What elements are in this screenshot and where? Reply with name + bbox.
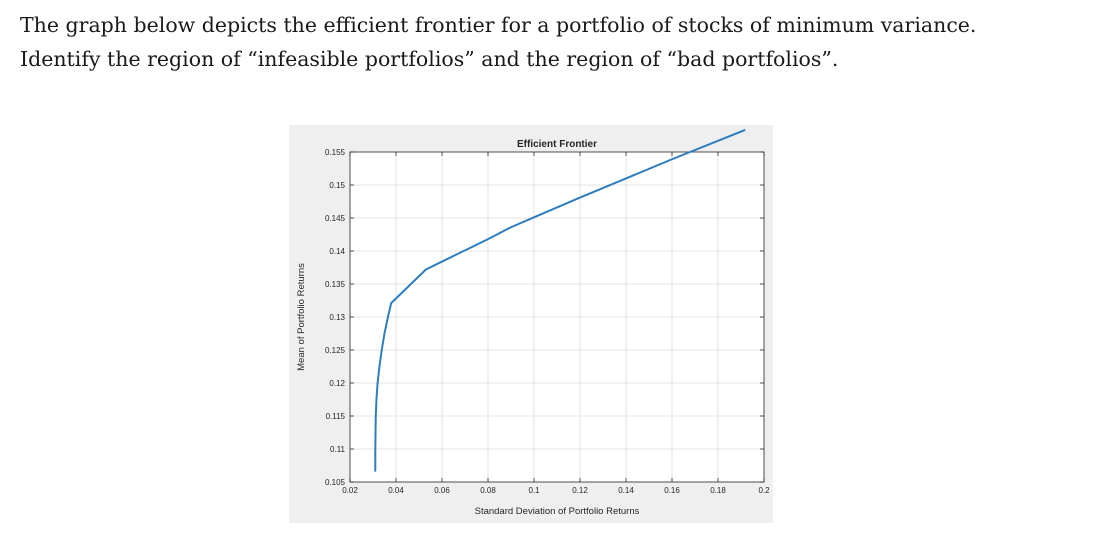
- x-tick-label: 0.08: [480, 486, 496, 495]
- y-tick-label: 0.155: [325, 148, 346, 157]
- y-tick-label: 0.11: [330, 445, 346, 454]
- x-tick-label: 0.02: [342, 486, 358, 495]
- y-tick-label: 0.135: [325, 280, 346, 289]
- x-tick-label: 0.12: [572, 486, 588, 495]
- y-tick-label: 0.15: [329, 181, 345, 190]
- grid-lines: [350, 152, 764, 482]
- y-axis-label: Mean of Portfolio Returns: [296, 263, 307, 371]
- y-tick-label: 0.12: [329, 379, 345, 388]
- x-tick-label: 0.1: [528, 486, 540, 495]
- question-text: The graph below depicts the efficient fr…: [20, 8, 1110, 76]
- efficient-frontier-line: [374, 129, 746, 472]
- x-tick-label: 0.06: [434, 486, 450, 495]
- chart-title: Efficient Frontier: [517, 139, 597, 150]
- y-tick-label: 0.14: [329, 247, 345, 256]
- y-tick-label: 0.115: [326, 412, 346, 421]
- x-tick-label: 0.2: [758, 486, 770, 495]
- y-tick-label: 0.125: [325, 346, 346, 355]
- x-tick-label: 0.04: [388, 486, 404, 495]
- x-tick-label: 0.14: [618, 486, 634, 495]
- x-tick-labels: 0.02 0.04 0.06 0.08 0.1 0.12 0.14 0.16 0.18 0.2: [342, 486, 770, 495]
- efficient-frontier-chart: 0.02 0.04 0.06 0.08 0.1 0.12 0.14 0.16 0.18 0.2 0…: [289, 125, 773, 523]
- question-line-1: The graph below depicts the efficient fr…: [20, 13, 977, 37]
- y-tick-label: 0.13: [329, 313, 345, 322]
- question-line-2: Identify the region of “infeasible portf…: [20, 47, 839, 71]
- y-tick-label: 0.105: [325, 478, 346, 487]
- x-tick-label: 0.16: [664, 486, 680, 495]
- y-tick-labels: 0.105 0.11 0.115 0.12 0.125 0.13 0.135 0.14 0.14…: [325, 148, 346, 487]
- x-axis-label: Standard Deviation of Portfolio Returns: [475, 506, 640, 517]
- y-tick-label: 0.145: [325, 214, 346, 223]
- plot-frame: [349, 151, 765, 483]
- efficient-frontier-figure: 0.02 0.04 0.06 0.08 0.1 0.12 0.14 0.16 0.18 0.2 0…: [289, 125, 773, 523]
- series-layer: [374, 129, 746, 472]
- x-tick-label: 0.18: [710, 486, 726, 495]
